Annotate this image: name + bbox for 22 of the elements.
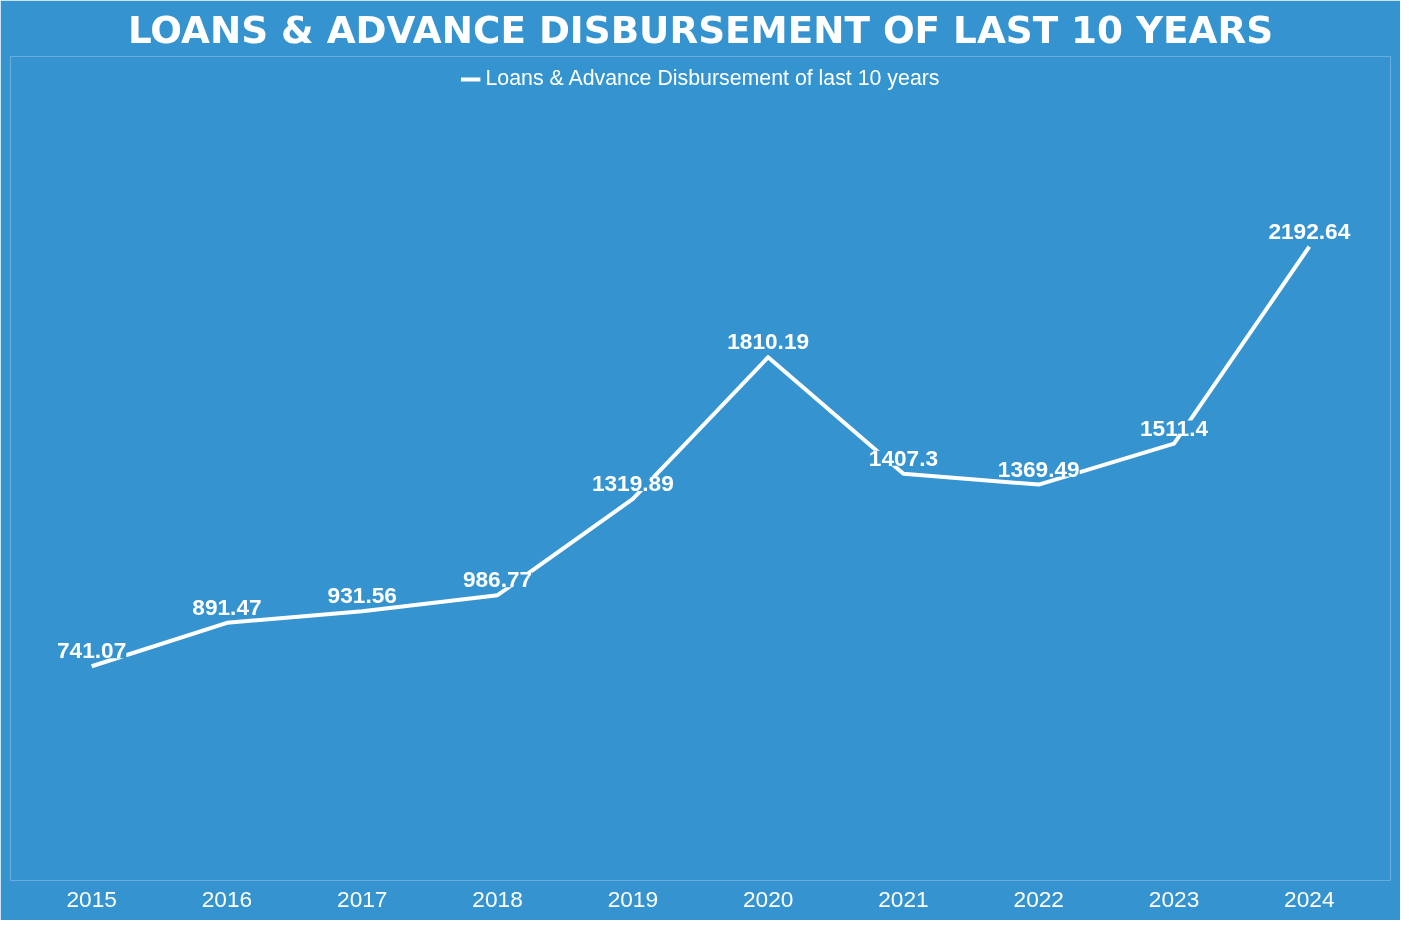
x-tick-label: 2019 (607, 885, 659, 912)
x-tick-label: 2024 (1284, 885, 1335, 912)
x-tick-label: 2020 (742, 885, 794, 912)
data-label: 1810.19 (727, 328, 810, 355)
data-label: 1319.89 (591, 469, 674, 496)
x-tick-label: 2018 (472, 885, 523, 912)
x-tick-label: 2016 (201, 885, 253, 912)
chart-title: LOANS & ADVANCE DISBURSEMENT OF LAST 10 YEARS (127, 7, 1274, 52)
x-tick-label: 2023 (1148, 885, 1200, 912)
data-label: 1511.4 (1140, 414, 1209, 441)
x-tick-label: 2021 (878, 885, 929, 912)
data-label: 1407.3 (868, 444, 939, 471)
data-label: 1369.49 (997, 455, 1080, 482)
x-tick-label: 2015 (66, 885, 117, 912)
data-label: 931.56 (327, 582, 397, 609)
x-tick-label: 2017 (337, 885, 388, 912)
legend-label: Loans & Advance Disbursement of last 10 years (485, 66, 940, 91)
data-label: 741.07 (57, 637, 127, 664)
data-label: 891.47 (192, 593, 262, 620)
x-tick-label: 2022 (1013, 885, 1064, 912)
data-label: 986.77 (462, 566, 533, 593)
data-label: 2192.64 (1268, 217, 1351, 244)
